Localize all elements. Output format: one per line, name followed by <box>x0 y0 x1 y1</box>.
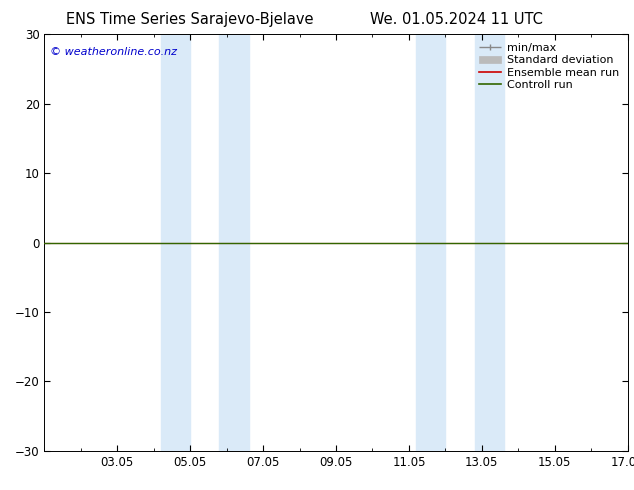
Bar <box>416 34 445 451</box>
Text: ENS Time Series Sarajevo-Bjelave: ENS Time Series Sarajevo-Bjelave <box>67 12 314 27</box>
Legend: min/max, Standard deviation, Ensemble mean run, Controll run: min/max, Standard deviation, Ensemble me… <box>476 40 622 93</box>
Bar <box>219 34 249 451</box>
Text: © weatheronline.co.nz: © weatheronline.co.nz <box>50 47 178 57</box>
Bar <box>161 34 190 451</box>
Text: We. 01.05.2024 11 UTC: We. 01.05.2024 11 UTC <box>370 12 543 27</box>
Bar <box>474 34 503 451</box>
